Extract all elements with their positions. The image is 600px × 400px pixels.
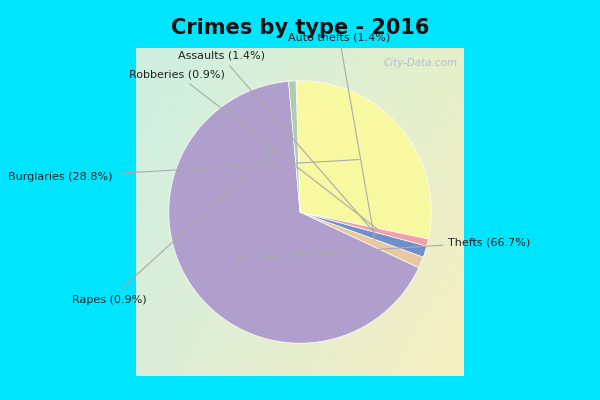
Text: Auto thefts (1.4%): Auto thefts (1.4%): [288, 32, 391, 240]
Text: Crimes by type - 2016: Crimes by type - 2016: [171, 18, 429, 38]
Wedge shape: [296, 81, 431, 239]
Wedge shape: [300, 212, 428, 246]
Text: Robberies (0.9%): Robberies (0.9%): [130, 69, 377, 229]
Text: Thefts (66.7%): Thefts (66.7%): [236, 237, 530, 258]
Wedge shape: [300, 212, 423, 268]
Text: Burglaries (28.8%): Burglaries (28.8%): [8, 160, 359, 182]
Text: Rapes (0.9%): Rapes (0.9%): [72, 133, 293, 305]
Text: Assaults (1.4%): Assaults (1.4%): [178, 51, 376, 234]
Wedge shape: [300, 212, 427, 257]
Wedge shape: [289, 81, 300, 212]
Wedge shape: [169, 81, 419, 343]
Text: City-Data.com: City-Data.com: [383, 58, 457, 68]
